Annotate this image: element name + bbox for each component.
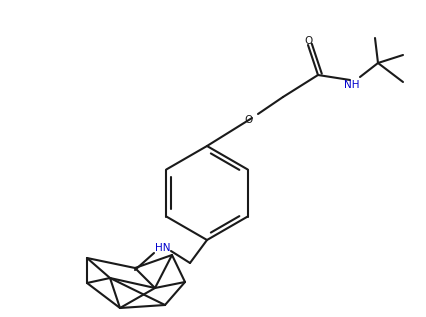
Text: O: O <box>244 115 253 125</box>
Text: HN: HN <box>155 243 170 253</box>
Text: NH: NH <box>343 80 359 90</box>
Text: O: O <box>304 36 312 46</box>
